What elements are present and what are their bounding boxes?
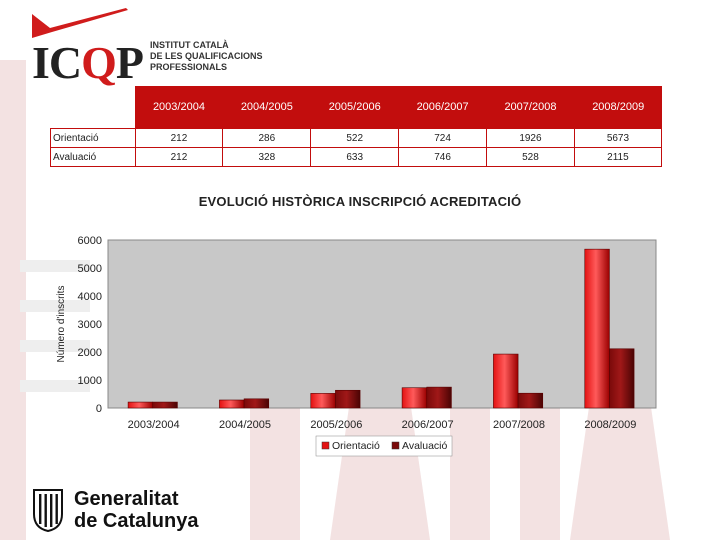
column-header: 2006/2007 bbox=[398, 86, 487, 129]
logo-subtitle-line: DE LES QUALIFICACIONS bbox=[150, 51, 263, 61]
bar bbox=[401, 387, 428, 409]
column-header: 2008/2009 bbox=[573, 86, 662, 129]
y-tick-label: 1000 bbox=[78, 375, 102, 387]
table-cell: 328 bbox=[222, 147, 312, 167]
x-tick-label: 2005/2006 bbox=[310, 419, 362, 431]
bar bbox=[152, 401, 178, 409]
bar bbox=[517, 392, 544, 409]
generalitat-logo: Generalitat de Catalunya bbox=[30, 486, 220, 536]
chart-title: EVOLUCIÓ HISTÒRICA INSCRIPCIÓ ACREDITACI… bbox=[198, 194, 522, 209]
logo-subtitle-line: INSTITUT CATALÀ bbox=[150, 40, 229, 50]
column-header: 2003/2004 bbox=[134, 86, 223, 129]
chart-svg: 0 1000 2000 3000 4000 5000 6000 Número d'inscri… bbox=[56, 235, 657, 457]
data-table: 2003/2004 2004/2005 2005/2006 2006/2007 … bbox=[50, 86, 663, 167]
table-cell: 1926 bbox=[486, 128, 575, 148]
generalitat-emblem-icon bbox=[33, 489, 63, 532]
table-cell: 724 bbox=[398, 128, 487, 148]
table-cell: 212 bbox=[134, 128, 224, 148]
bar bbox=[335, 389, 361, 409]
logo-letter-p: P bbox=[115, 37, 144, 88]
chart: EVOLUCIÓ HISTÒRICA INSCRIPCIÓ ACREDITACI… bbox=[48, 186, 672, 470]
column-header: 2005/2006 bbox=[310, 86, 399, 129]
table-row: Avaluació 212 328 633 746 528 2115 bbox=[50, 147, 663, 167]
x-tick-label: 2003/2004 bbox=[128, 419, 180, 431]
bar bbox=[609, 348, 635, 409]
bar bbox=[493, 353, 519, 409]
x-tick-label: 2007/2008 bbox=[493, 419, 545, 431]
icqp-logo: ICQP INSTITUT CATALÀ DE LES QUALIFICACIO… bbox=[28, 8, 270, 88]
logo-letters: ICQP bbox=[32, 36, 144, 89]
table-cell: 286 bbox=[222, 128, 312, 148]
table-cell: 212 bbox=[134, 147, 224, 167]
logo-subtitle-line: PROFESSIONALS bbox=[150, 62, 228, 72]
legend-box bbox=[315, 435, 453, 457]
column-header: 2004/2005 bbox=[222, 86, 311, 129]
logo-subtitle: INSTITUT CATALÀ DE LES QUALIFICACIONS PR… bbox=[150, 40, 270, 73]
legend-label: Orientació bbox=[332, 440, 380, 452]
table-cell: 746 bbox=[398, 147, 487, 167]
bar bbox=[584, 248, 610, 409]
legend-label: Avaluació bbox=[402, 440, 447, 452]
y-tick-label: 2000 bbox=[78, 347, 102, 359]
x-tick-label: 2004/2005 bbox=[219, 419, 271, 431]
x-tick-label: 2006/2007 bbox=[402, 419, 454, 431]
y-tick-label: 4000 bbox=[78, 291, 102, 303]
generalitat-wordmark: Generalitat de Catalunya bbox=[74, 488, 198, 532]
x-tick-label: 2008/2009 bbox=[584, 419, 636, 431]
bar bbox=[219, 399, 245, 409]
bar bbox=[127, 401, 154, 409]
table-corner bbox=[51, 86, 136, 129]
table-cell: 528 bbox=[486, 147, 575, 167]
table-row: Orientació 212 286 522 724 1926 5673 bbox=[50, 128, 663, 148]
logo-letter-q: Q bbox=[81, 37, 117, 88]
table-cell: 522 bbox=[310, 128, 400, 148]
y-axis-label: Número d'inscrits bbox=[56, 286, 67, 363]
y-tick-label: 3000 bbox=[78, 319, 102, 331]
table-cell: 2115 bbox=[573, 147, 663, 167]
table-cell: 5673 bbox=[573, 128, 663, 148]
row-label: Orientació bbox=[50, 128, 136, 148]
table-header-row: 2003/2004 2004/2005 2005/2006 2006/2007 … bbox=[51, 86, 662, 129]
generalitat-line: de Catalunya bbox=[74, 510, 199, 532]
logo-letters-ic: IC bbox=[32, 37, 82, 88]
bar bbox=[243, 398, 270, 409]
logo-swoosh bbox=[32, 8, 128, 38]
bar bbox=[310, 393, 336, 409]
legend-swatch bbox=[391, 441, 400, 450]
bar bbox=[426, 386, 452, 409]
y-tick-label: 0 bbox=[96, 403, 102, 415]
table-cell: 633 bbox=[310, 147, 400, 167]
legend-swatch bbox=[321, 441, 330, 450]
y-tick-label: 5000 bbox=[78, 263, 102, 275]
y-tick-label: 6000 bbox=[78, 235, 102, 247]
generalitat-line: Generalitat bbox=[74, 488, 179, 510]
column-header: 2007/2008 bbox=[486, 86, 575, 129]
plot-area bbox=[107, 239, 657, 409]
row-label: Avaluació bbox=[50, 147, 136, 167]
